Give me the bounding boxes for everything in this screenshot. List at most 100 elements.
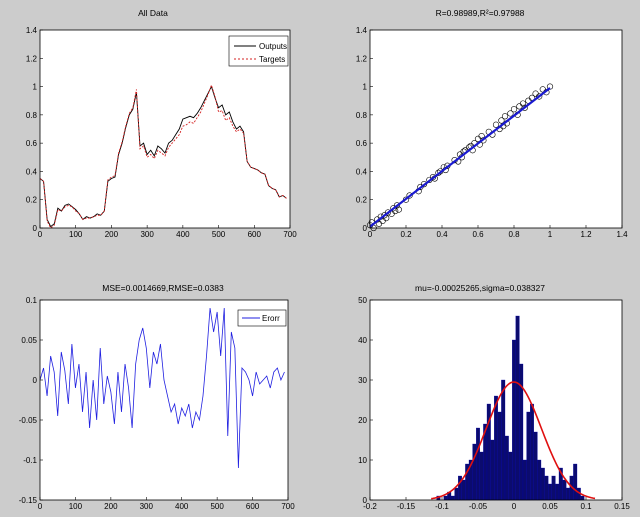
plot-error: 0 100 200 300 400 500 600 700 -0.15 -0.1 -0.05 0 0.0… bbox=[19, 296, 295, 511]
hist-bar bbox=[479, 451, 484, 501]
hist-bar bbox=[555, 483, 560, 501]
title-all-data: All Data bbox=[138, 8, 168, 18]
hist-bar bbox=[526, 411, 531, 501]
scatter-point bbox=[501, 113, 509, 120]
x-tick-label: 700 bbox=[283, 230, 297, 239]
y-tick-label: 50 bbox=[358, 296, 367, 305]
hist-bar bbox=[497, 411, 502, 501]
y-tick-label: 1 bbox=[363, 83, 368, 92]
x-tick-label: 1.2 bbox=[580, 230, 592, 239]
y-tick-label: 1.2 bbox=[26, 54, 38, 63]
hist-bar bbox=[548, 483, 552, 501]
hist-bar bbox=[544, 475, 549, 501]
plot-regression: 0 0.2 0.4 0.6 0.8 1 1.2 1.4 0 0.2 0.4 0.6 0.8 1 1.2 1.4 bbox=[356, 26, 628, 239]
hist-bar bbox=[490, 439, 495, 501]
x-tick-label: -0.1 bbox=[435, 502, 449, 511]
y-tick-label: 20 bbox=[358, 416, 367, 425]
x-tick-label: 0.8 bbox=[508, 230, 520, 239]
x-tick-label: 0 bbox=[38, 230, 43, 239]
scatter-point bbox=[521, 104, 528, 111]
y-tick-label: 1 bbox=[33, 83, 38, 92]
legend-label-erorr: Erorr bbox=[262, 314, 280, 323]
scatter-point bbox=[519, 100, 527, 107]
x-tick-label: 0 bbox=[368, 230, 373, 239]
y-tick-label: 0.6 bbox=[356, 139, 368, 148]
x-tick-label: 0 bbox=[512, 502, 517, 511]
legend-all-data: Outputs Targets bbox=[228, 35, 289, 67]
x-tick-label: 1 bbox=[548, 230, 553, 239]
y-tick-label: 0.05 bbox=[21, 336, 37, 345]
y-tick-label: 0.4 bbox=[26, 167, 38, 176]
x-tick-label: 100 bbox=[69, 230, 83, 239]
hist-bar bbox=[512, 339, 516, 501]
x-tick-label: 600 bbox=[246, 502, 260, 511]
legend-label-targets: Targets bbox=[259, 55, 285, 64]
hist-bar bbox=[551, 475, 556, 501]
hist-bar bbox=[461, 479, 466, 501]
hist-bar bbox=[533, 431, 538, 501]
axes-frame bbox=[39, 29, 291, 229]
series-line-targets bbox=[39, 83, 287, 229]
y-tick-label: 0 bbox=[33, 224, 38, 233]
y-tick-label: 0.6 bbox=[26, 139, 38, 148]
y-tick-label: 0 bbox=[33, 376, 38, 385]
x-tick-label: 100 bbox=[69, 502, 83, 511]
hist-bar bbox=[508, 451, 513, 501]
x-tick-label: 0 bbox=[38, 502, 43, 511]
x-tick-label: 200 bbox=[104, 502, 118, 511]
scatter-point bbox=[478, 132, 485, 140]
title-regression: R=0.98989,R²=0.97988 bbox=[436, 8, 525, 18]
hist-bar bbox=[494, 395, 498, 501]
x-tick-label: -0.05 bbox=[469, 502, 488, 511]
axes-frame bbox=[369, 29, 623, 229]
y-tick-label: -0.05 bbox=[19, 416, 38, 425]
y-tick-label: 0.2 bbox=[26, 196, 38, 205]
y-tick-label: 0.4 bbox=[356, 167, 368, 176]
scatter-point bbox=[406, 192, 413, 199]
y-tick-label: 10 bbox=[358, 456, 367, 465]
axes-frame bbox=[39, 299, 289, 501]
scatter-point bbox=[393, 202, 401, 209]
x-tick-label: 1.4 bbox=[616, 230, 628, 239]
y-tick-label: -0.1 bbox=[23, 456, 37, 465]
hist-bar bbox=[476, 427, 480, 501]
scatter-point bbox=[395, 206, 402, 213]
hist-bar bbox=[580, 495, 585, 501]
y-tick-label: 0.8 bbox=[26, 111, 38, 120]
y-tick-label: 40 bbox=[358, 336, 367, 345]
y-tick-label: 0 bbox=[363, 224, 368, 233]
x-tick-label: 200 bbox=[105, 230, 119, 239]
scatter-point bbox=[536, 93, 543, 100]
scatter-point bbox=[384, 209, 392, 216]
x-tick-label: 0.1 bbox=[580, 502, 592, 511]
x-tick-label: 0.4 bbox=[436, 230, 448, 239]
x-tick-label: 500 bbox=[212, 230, 226, 239]
scatter-point bbox=[510, 106, 518, 113]
hist-bar bbox=[504, 435, 509, 501]
x-tick-label: 0.2 bbox=[400, 230, 412, 239]
title-error: MSE=0.0014669,RMSE=0.0383 bbox=[102, 283, 224, 293]
x-tick-label: 400 bbox=[175, 502, 189, 511]
hist-bar bbox=[566, 487, 570, 501]
normal-fit-curve bbox=[431, 381, 596, 500]
x-tick-label: 700 bbox=[281, 502, 295, 511]
x-tick-label: 0.6 bbox=[472, 230, 484, 239]
scatter-point bbox=[492, 121, 500, 128]
hist-bar bbox=[573, 463, 578, 501]
hist-bar bbox=[454, 487, 459, 501]
x-tick-label: 600 bbox=[248, 230, 262, 239]
x-tick-label: 0.05 bbox=[542, 502, 558, 511]
x-tick-label: 300 bbox=[140, 230, 154, 239]
y-tick-label: 1.4 bbox=[356, 26, 368, 35]
hist-bar bbox=[537, 459, 542, 501]
hist-bar bbox=[443, 495, 448, 501]
hist-bar bbox=[515, 315, 520, 501]
y-tick-label: 0 bbox=[363, 496, 368, 505]
hist-bar bbox=[522, 459, 527, 501]
hist-bar bbox=[540, 467, 545, 501]
y-tick-label: 1.4 bbox=[26, 26, 38, 35]
series-line-erorr bbox=[39, 307, 285, 469]
x-tick-label: -0.2 bbox=[363, 502, 377, 511]
hist-bar bbox=[501, 379, 506, 501]
